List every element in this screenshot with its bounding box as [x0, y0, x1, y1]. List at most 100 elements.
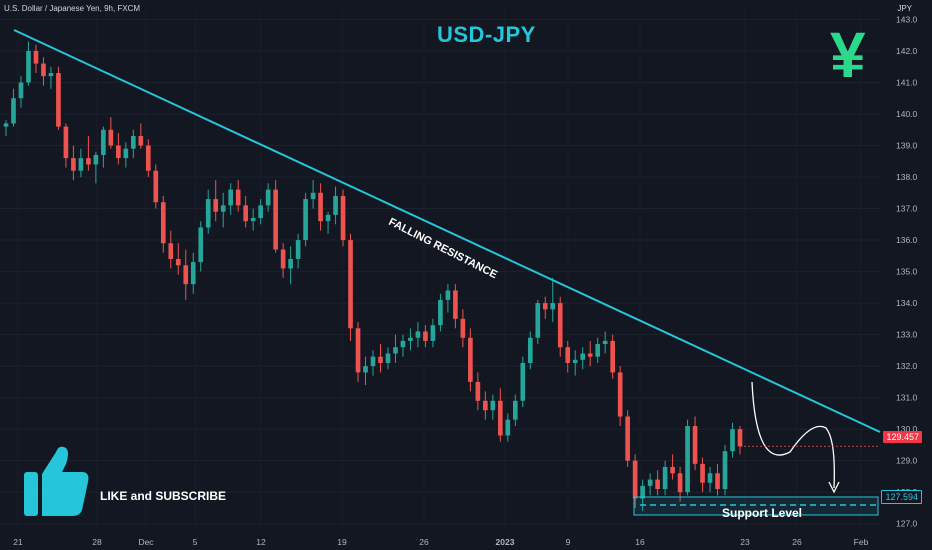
candle-body [587, 353, 593, 357]
candle-body [468, 337, 473, 382]
x-tick-label: Dec [138, 537, 154, 547]
candle-body [460, 318, 466, 338]
candle-body [557, 303, 563, 348]
candle-body [542, 303, 548, 310]
candle-body [483, 400, 488, 411]
candle-body [512, 400, 518, 420]
y-tick-label: 132.0 [896, 361, 918, 371]
like-subscribe-text: LIKE and SUBSCRIBE [100, 489, 227, 503]
candle-body [190, 262, 196, 285]
symbol-label: U.S. Dollar / Japanese Yen, 9h, FXCM [4, 4, 141, 13]
x-tick-label: 21 [13, 537, 23, 547]
candle-body [108, 129, 114, 146]
x-tick-label: Feb [854, 537, 869, 547]
y-tick-label: 133.0 [896, 330, 918, 340]
candle-body [153, 170, 159, 203]
candle-body [640, 485, 645, 499]
projection-arrow [828, 481, 840, 494]
candle-body [505, 419, 511, 436]
candle-body [116, 145, 121, 159]
y-tick-label: 140.0 [896, 109, 918, 119]
candle-body [438, 299, 443, 326]
candle-body [160, 202, 166, 244]
candle-body [445, 290, 451, 300]
candle-body [715, 473, 720, 490]
candle-body [280, 249, 286, 269]
candle-body [520, 362, 526, 401]
candle-body [662, 466, 668, 490]
candle-body [310, 192, 316, 200]
candle-body [295, 240, 301, 259]
thumbs-up-icon [24, 446, 89, 516]
chart-title: USD-JPY [437, 22, 536, 47]
candle-body [123, 148, 129, 159]
candle-body [348, 240, 353, 329]
candle-body [56, 73, 61, 127]
x-tick-label: 26 [419, 537, 429, 547]
support-zone [633, 496, 879, 516]
candle-body [26, 50, 31, 83]
candle-body [18, 82, 24, 99]
support-price-tag: 127.594 [881, 490, 922, 504]
candle-body [93, 154, 99, 165]
candle-body [475, 381, 481, 401]
candle-body [700, 463, 705, 483]
candle-body [415, 331, 421, 338]
candle-body [670, 466, 675, 474]
candle-body [550, 303, 556, 310]
candle-body [370, 356, 376, 367]
candle-body [655, 479, 660, 490]
candle-body [220, 205, 226, 212]
candle-body [86, 158, 91, 165]
candle-body [273, 189, 278, 250]
candle-body [303, 199, 308, 241]
candle-body [408, 337, 413, 341]
candle-body [333, 195, 338, 215]
candle-body [602, 340, 608, 345]
candle-body [453, 290, 458, 319]
candle-body [318, 192, 323, 222]
x-tick-label: 19 [337, 537, 347, 547]
candle-body [213, 199, 219, 212]
candle-body [498, 400, 503, 436]
candle-body [175, 258, 181, 266]
x-tick-label: 12 [256, 537, 266, 547]
y-tick-label: 139.0 [896, 141, 918, 151]
current-price-tag: 129.457 [883, 431, 922, 443]
yen-icon: ¥ [830, 19, 866, 91]
candle-body [490, 400, 496, 411]
y-tick-label: 131.0 [896, 393, 918, 403]
candle-body [145, 145, 151, 171]
x-tick-label: 28 [92, 537, 102, 547]
candle-body [625, 416, 630, 461]
candle-body [677, 473, 683, 493]
y-tick-label: 143.0 [896, 14, 918, 24]
x-tick-label: 26 [792, 537, 802, 547]
candle-body [101, 129, 106, 155]
candle-body [423, 331, 428, 341]
candle-body [610, 340, 615, 373]
candle-body [258, 205, 263, 218]
candle-body [617, 372, 623, 417]
y-tick-label: 137.0 [896, 204, 918, 214]
candle-body [131, 136, 136, 149]
candle-body [288, 258, 293, 269]
projection-path [751, 381, 835, 489]
candle-body [265, 189, 271, 206]
candle-body [737, 429, 743, 447]
candle-body [48, 73, 54, 77]
x-tick-label: 16 [635, 537, 645, 547]
candle-body [340, 195, 346, 241]
support-label: Support Level [722, 506, 803, 520]
x-tick-label: 23 [740, 537, 750, 547]
candle-body [385, 353, 391, 363]
currency-label: JPY [897, 4, 912, 13]
y-tick-label: 135.0 [896, 267, 918, 277]
candle-body [325, 214, 331, 222]
candle-body [198, 227, 204, 263]
x-tick-label: 9 [566, 537, 571, 547]
candle-body [3, 123, 9, 127]
candle-body [393, 347, 398, 354]
candle-body [183, 265, 189, 285]
candle-body [363, 366, 368, 373]
